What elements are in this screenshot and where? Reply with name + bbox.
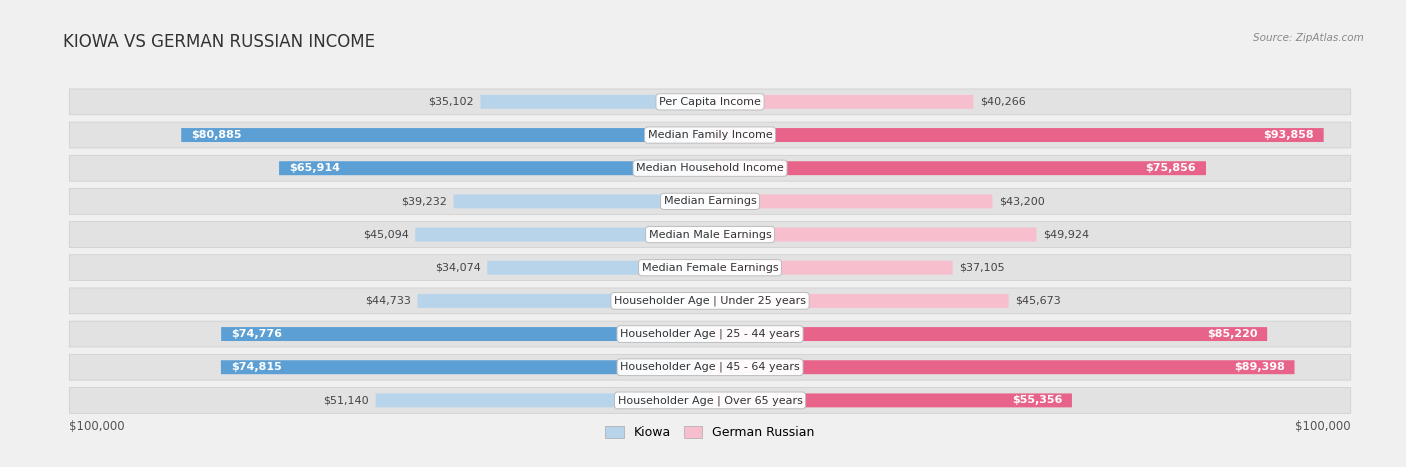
Legend: Kiowa, German Russian: Kiowa, German Russian xyxy=(600,421,820,444)
FancyBboxPatch shape xyxy=(710,294,1008,308)
FancyBboxPatch shape xyxy=(710,393,1071,407)
FancyBboxPatch shape xyxy=(415,227,710,241)
FancyBboxPatch shape xyxy=(69,321,1351,347)
Text: $37,105: $37,105 xyxy=(959,263,1005,273)
Text: $93,858: $93,858 xyxy=(1263,130,1313,140)
Text: $100,000: $100,000 xyxy=(1295,420,1351,433)
FancyBboxPatch shape xyxy=(375,393,710,407)
FancyBboxPatch shape xyxy=(710,227,1036,241)
Text: $45,673: $45,673 xyxy=(1015,296,1062,306)
Text: $75,856: $75,856 xyxy=(1146,163,1197,173)
Text: Householder Age | 45 - 64 years: Householder Age | 45 - 64 years xyxy=(620,362,800,373)
FancyBboxPatch shape xyxy=(181,128,710,142)
Text: Per Capita Income: Per Capita Income xyxy=(659,97,761,107)
Text: $85,220: $85,220 xyxy=(1206,329,1257,339)
Text: $89,398: $89,398 xyxy=(1234,362,1285,372)
Text: Median Earnings: Median Earnings xyxy=(664,197,756,206)
FancyBboxPatch shape xyxy=(69,354,1351,380)
Text: $74,815: $74,815 xyxy=(231,362,281,372)
FancyBboxPatch shape xyxy=(69,155,1351,181)
FancyBboxPatch shape xyxy=(69,122,1351,148)
Text: $65,914: $65,914 xyxy=(288,163,340,173)
FancyBboxPatch shape xyxy=(710,194,993,208)
FancyBboxPatch shape xyxy=(221,360,710,374)
Text: $100,000: $100,000 xyxy=(69,420,125,433)
FancyBboxPatch shape xyxy=(488,261,710,275)
Text: Householder Age | Over 65 years: Householder Age | Over 65 years xyxy=(617,395,803,406)
Text: Householder Age | Under 25 years: Householder Age | Under 25 years xyxy=(614,296,806,306)
Text: Median Female Earnings: Median Female Earnings xyxy=(641,263,779,273)
Text: Householder Age | 25 - 44 years: Householder Age | 25 - 44 years xyxy=(620,329,800,340)
Text: $40,266: $40,266 xyxy=(980,97,1025,107)
Text: $34,074: $34,074 xyxy=(434,263,481,273)
Text: $44,733: $44,733 xyxy=(366,296,411,306)
Text: Median Household Income: Median Household Income xyxy=(636,163,785,173)
FancyBboxPatch shape xyxy=(221,327,710,341)
FancyBboxPatch shape xyxy=(710,95,973,109)
Text: $35,102: $35,102 xyxy=(429,97,474,107)
Text: $49,924: $49,924 xyxy=(1043,230,1090,240)
FancyBboxPatch shape xyxy=(69,288,1351,314)
FancyBboxPatch shape xyxy=(69,222,1351,248)
Text: Source: ZipAtlas.com: Source: ZipAtlas.com xyxy=(1253,33,1364,42)
Text: $55,356: $55,356 xyxy=(1012,396,1062,405)
Text: KIOWA VS GERMAN RUSSIAN INCOME: KIOWA VS GERMAN RUSSIAN INCOME xyxy=(63,33,375,51)
FancyBboxPatch shape xyxy=(69,388,1351,413)
FancyBboxPatch shape xyxy=(710,327,1267,341)
Text: $74,776: $74,776 xyxy=(231,329,283,339)
Text: Median Family Income: Median Family Income xyxy=(648,130,772,140)
FancyBboxPatch shape xyxy=(418,294,710,308)
Text: Median Male Earnings: Median Male Earnings xyxy=(648,230,772,240)
Text: $80,885: $80,885 xyxy=(191,130,242,140)
FancyBboxPatch shape xyxy=(710,161,1206,175)
FancyBboxPatch shape xyxy=(481,95,710,109)
Text: $39,232: $39,232 xyxy=(401,197,447,206)
FancyBboxPatch shape xyxy=(69,189,1351,214)
Text: $51,140: $51,140 xyxy=(323,396,370,405)
FancyBboxPatch shape xyxy=(278,161,710,175)
Text: $45,094: $45,094 xyxy=(363,230,409,240)
FancyBboxPatch shape xyxy=(69,255,1351,281)
FancyBboxPatch shape xyxy=(710,360,1295,374)
FancyBboxPatch shape xyxy=(454,194,710,208)
Text: $43,200: $43,200 xyxy=(1000,197,1045,206)
FancyBboxPatch shape xyxy=(710,261,953,275)
FancyBboxPatch shape xyxy=(69,89,1351,115)
FancyBboxPatch shape xyxy=(710,128,1323,142)
